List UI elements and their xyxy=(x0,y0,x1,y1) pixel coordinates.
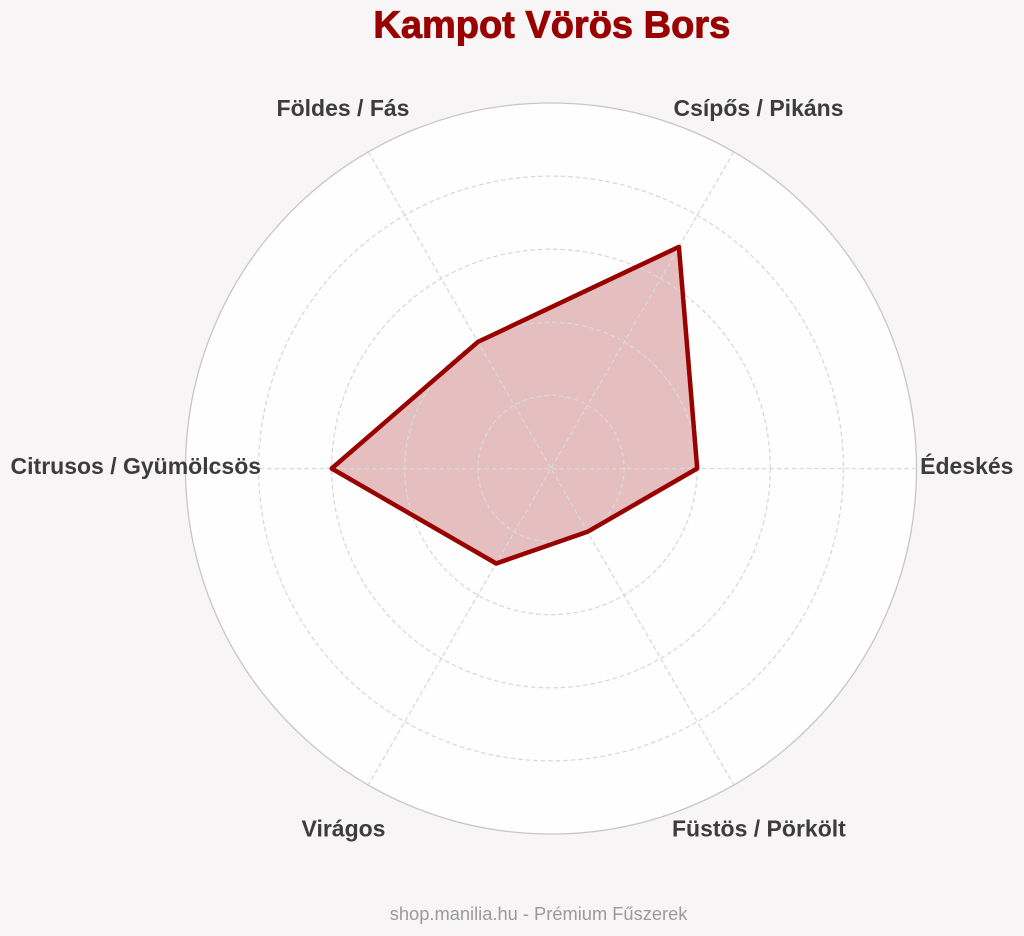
svg-text:shop.manilia.hu - Prémium Fűsz: shop.manilia.hu - Prémium Fűszerek xyxy=(390,903,689,924)
svg-text:Citrusos / Gyümölcsös: Citrusos / Gyümölcsös xyxy=(11,453,262,479)
svg-text:Édeskés: Édeskés xyxy=(920,452,1013,479)
svg-text:Csípős / Pikáns: Csípős / Pikáns xyxy=(673,95,843,121)
svg-text:Füstös / Pörkölt: Füstös / Pörkölt xyxy=(672,815,846,841)
svg-text:Virágos: Virágos xyxy=(302,815,386,841)
svg-text:Kampot Vörös Bors: Kampot Vörös Bors xyxy=(373,5,730,47)
svg-text:Földes / Fás: Földes / Fás xyxy=(277,95,410,121)
